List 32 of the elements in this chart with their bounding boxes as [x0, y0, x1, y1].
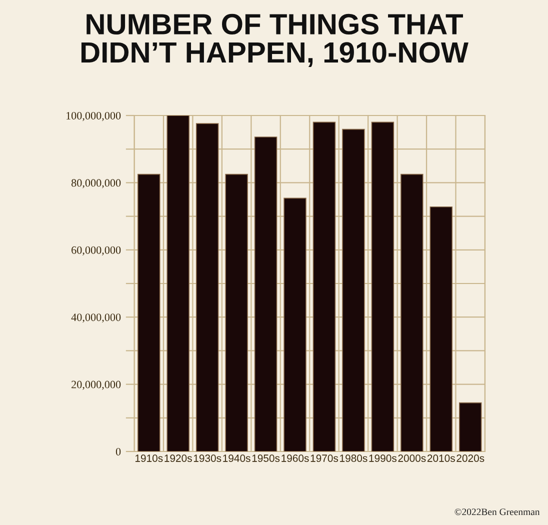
y-tick-label: 0 [116, 448, 121, 456]
x-tick-label: 1990s [369, 454, 397, 462]
x-tick-label: 2010s [427, 454, 455, 462]
y-tick-label: 100,000,000 [66, 112, 121, 122]
x-tick-label: 2020s [456, 454, 484, 462]
y-tick-label: 40,000,000 [71, 314, 121, 323]
bar [225, 174, 248, 452]
chart-title: NUMBER OF THINGS THAT DIDN’T HAPPEN, 1910-NOW [81, 14, 468, 68]
x-tick-label: 1950s [252, 454, 280, 462]
text: ©2022Ben Greenman [454, 508, 540, 516]
bar [430, 206, 453, 452]
x-tick-label: 1930s [194, 454, 222, 462]
x-tick-label: 1920s [164, 454, 192, 462]
x-tick-label: 1910s [135, 454, 163, 462]
y-tick-label: 60,000,000 [72, 246, 121, 256]
bar [400, 174, 424, 452]
y-tick-label: 20,000,000 [72, 380, 121, 390]
bar [371, 122, 394, 452]
x-tick-label: 1980s [340, 454, 368, 462]
x-tick-label: 1940s [223, 454, 250, 462]
bar [312, 122, 336, 452]
x-tick-label: 2000s [398, 454, 426, 462]
bar [284, 198, 306, 452]
x-tick-label: 1970s [310, 454, 338, 462]
bar [458, 402, 482, 452]
x-tick-label: 1960s [282, 454, 309, 462]
bar [254, 136, 278, 452]
bar [166, 116, 190, 452]
bar [196, 123, 219, 452]
bar [137, 174, 160, 452]
bar [342, 128, 365, 452]
y-tick-label: 80,000,000 [71, 179, 121, 188]
